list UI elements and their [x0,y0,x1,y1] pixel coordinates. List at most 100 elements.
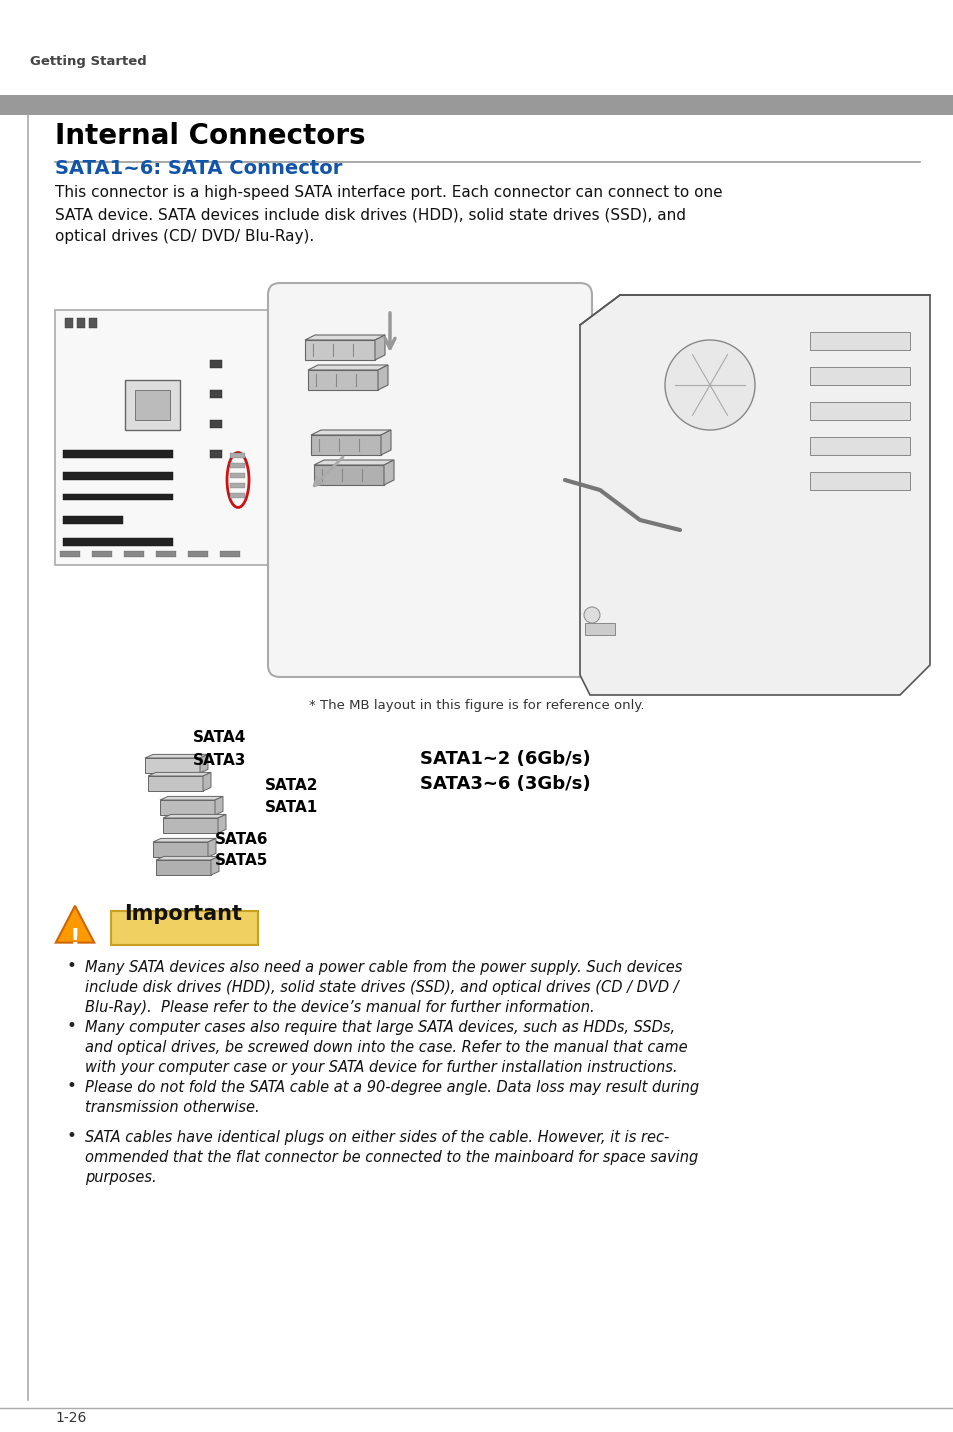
Text: !: ! [70,927,80,951]
Bar [91,551,112,557]
FancyBboxPatch shape [111,911,257,945]
Bar [809,332,909,349]
Polygon shape [211,856,219,875]
Text: SATA6: SATA6 [214,832,268,846]
Text: purposes.: purposes. [85,1170,156,1186]
Text: •: • [67,1127,77,1146]
Polygon shape [160,796,223,800]
Polygon shape [152,838,215,842]
Text: SATA1~6: SATA Connector: SATA1~6: SATA Connector [55,159,342,178]
Text: Blu-Ray).  Please refer to the device’s manual for further information.: Blu-Ray). Please refer to the device’s m… [85,1000,594,1015]
Bar [809,473,909,490]
Bar [210,390,222,398]
Bar [148,776,203,790]
Bar [63,473,172,480]
Bar [163,818,218,833]
Polygon shape [380,430,391,455]
Bar [210,450,222,458]
Bar [160,800,214,815]
Bar [156,551,175,557]
Bar [55,309,270,566]
Polygon shape [148,772,211,776]
Polygon shape [145,755,208,758]
Text: ommended that the flat connector be connected to the mainboard for space saving: ommended that the flat connector be conn… [85,1150,698,1166]
Circle shape [664,339,754,430]
Bar [156,861,211,875]
Polygon shape [214,796,223,815]
Bar [220,551,240,557]
Bar [230,463,245,468]
Bar [65,318,73,328]
Bar [809,437,909,455]
Polygon shape [579,295,929,695]
Text: SATA3: SATA3 [193,753,246,768]
Polygon shape [308,365,388,369]
Polygon shape [384,460,394,485]
Polygon shape [311,430,391,435]
Circle shape [583,607,599,623]
Polygon shape [156,856,219,861]
Text: •: • [67,1017,77,1035]
Bar [305,339,375,359]
Bar [63,450,172,458]
Bar [89,318,97,328]
Text: •: • [67,957,77,975]
Polygon shape [203,772,211,790]
Bar [809,367,909,385]
Polygon shape [305,335,385,339]
Bar [809,402,909,420]
Bar [230,483,245,488]
Polygon shape [208,838,215,856]
Polygon shape [218,815,226,833]
Text: SATA1: SATA1 [265,800,318,815]
Polygon shape [377,365,388,390]
Text: Many SATA devices also need a power cable from the power supply. Such devices: Many SATA devices also need a power cabl… [85,959,681,975]
Text: SATA3~6 (3Gb/s): SATA3~6 (3Gb/s) [419,775,590,793]
Text: * The MB layout in this figure is for reference only.: * The MB layout in this figure is for re… [309,699,644,712]
Polygon shape [163,815,226,818]
Bar [0,95,953,115]
Bar [308,369,377,390]
Text: •: • [67,1077,77,1095]
Text: SATA cables have identical plugs on either sides of the cable. However, it is re: SATA cables have identical plugs on eith… [85,1130,669,1146]
Bar [210,359,222,368]
Text: Many computer cases also require that large SATA devices, such as HDDs, SSDs,: Many computer cases also require that la… [85,1020,675,1035]
Bar [584,623,615,634]
Bar [125,379,180,430]
Bar [63,494,172,500]
Polygon shape [375,335,385,359]
Text: Important: Important [124,904,242,924]
Text: Getting Started: Getting Started [30,54,147,67]
Text: transmission otherwise.: transmission otherwise. [85,1100,259,1116]
Bar [152,842,208,856]
Text: with your computer case or your SATA device for further installation instruction: with your computer case or your SATA dev… [85,1060,677,1075]
Text: Internal Connectors: Internal Connectors [55,122,365,150]
Polygon shape [55,906,94,942]
Bar [135,390,170,420]
Bar [63,538,172,546]
Bar [77,318,85,328]
Text: SATA4: SATA4 [193,730,246,745]
Text: Please do not fold the SATA cable at a 90-degree angle. Data loss may result dur: Please do not fold the SATA cable at a 9… [85,1080,699,1095]
Bar [311,435,380,455]
Bar [314,465,384,485]
Polygon shape [314,460,394,465]
Polygon shape [200,755,208,773]
Text: SATA5: SATA5 [214,853,268,868]
Bar [60,551,80,557]
Text: SATA2: SATA2 [265,778,318,793]
Bar [188,551,208,557]
Text: This connector is a high-speed SATA interface port. Each connector can connect t: This connector is a high-speed SATA inte… [55,185,721,200]
Bar [210,420,222,428]
Text: SATA device. SATA devices include disk drives (HDD), solid state drives (SSD), a: SATA device. SATA devices include disk d… [55,208,685,222]
Bar [230,493,245,498]
Text: SATA1~2 (6Gb/s): SATA1~2 (6Gb/s) [419,750,590,768]
Bar [230,473,245,478]
FancyBboxPatch shape [268,284,592,677]
Bar [124,551,144,557]
Text: include disk drives (HDD), solid state drives (SSD), and optical drives (CD / DV: include disk drives (HDD), solid state d… [85,979,678,995]
Bar [230,453,245,458]
Text: and optical drives, be screwed down into the case. Refer to the manual that came: and optical drives, be screwed down into… [85,1040,687,1055]
Text: 1-26: 1-26 [55,1411,87,1425]
Text: optical drives (CD/ DVD/ Blu-Ray).: optical drives (CD/ DVD/ Blu-Ray). [55,229,314,243]
